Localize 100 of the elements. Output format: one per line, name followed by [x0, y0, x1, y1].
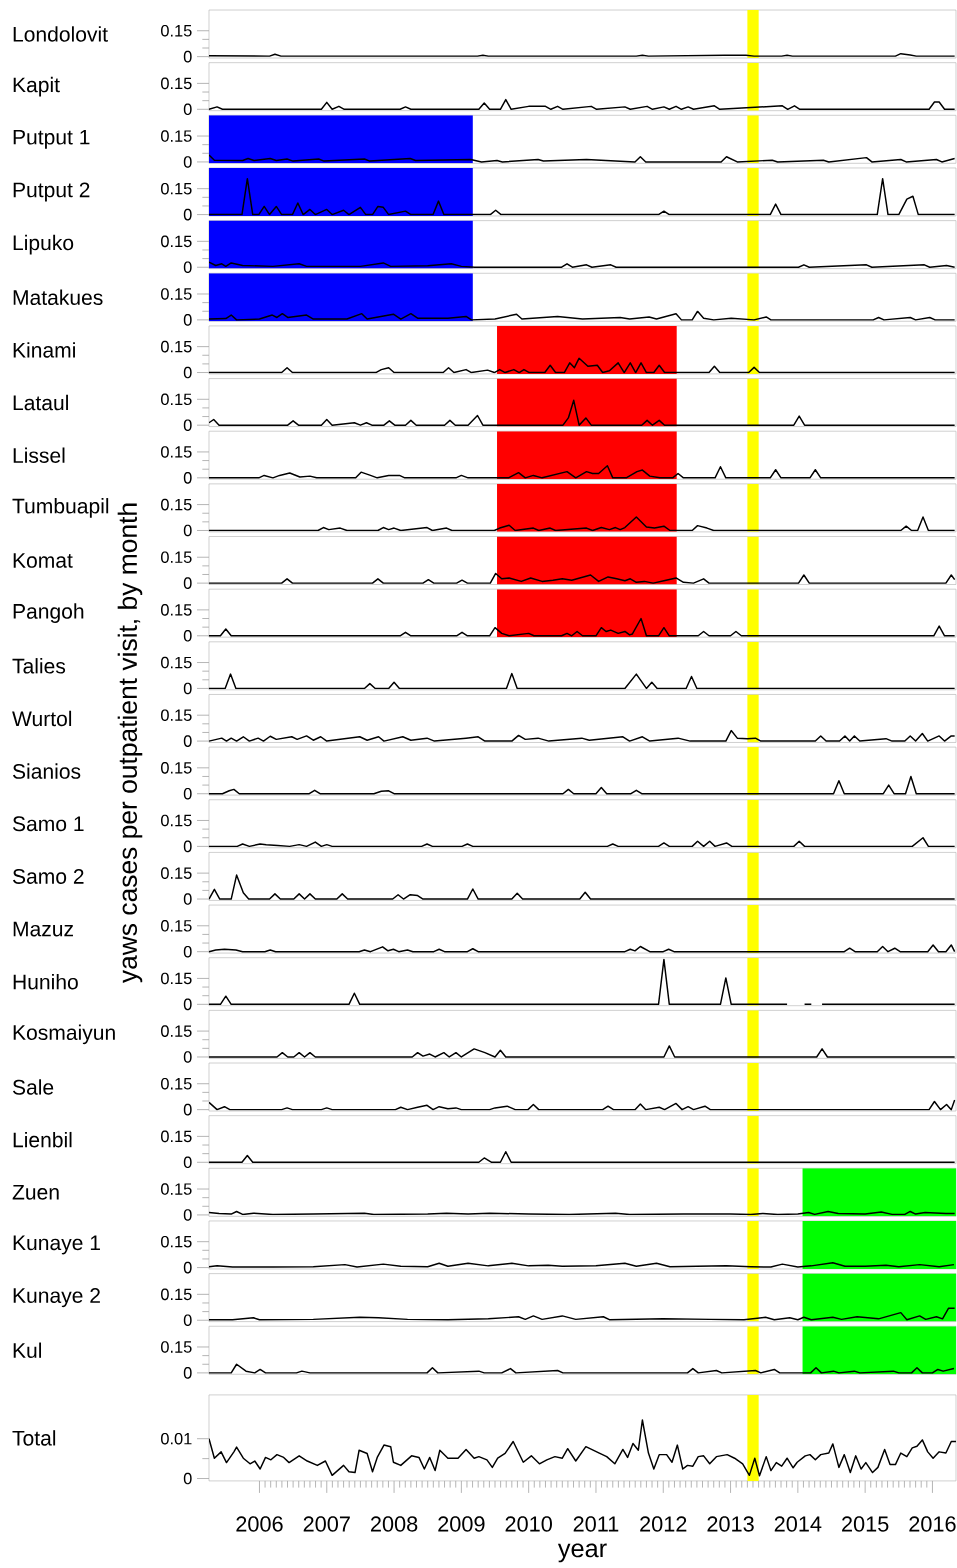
y-tick-label: 0.15: [161, 919, 192, 932]
y-tick-label: 0: [183, 1367, 192, 1379]
y-tick-label: 0.15: [161, 235, 192, 248]
x-tick-label: 2007: [303, 1516, 350, 1532]
line-series: [209, 944, 956, 953]
y-tick-label: 0.15: [161, 709, 192, 721]
y-tick-label: 0.15: [161, 24, 192, 37]
y-tick-label: 0.15: [161, 551, 192, 564]
x-tick-label: 2012: [640, 1516, 687, 1532]
text: Zuen: [12, 1184, 59, 1200]
y-tick-label: 0: [183, 1156, 192, 1169]
y-tick-label: 0.15: [161, 656, 192, 669]
line-series: [209, 516, 956, 532]
y-tick-label: 0: [183, 577, 192, 589]
x-axis-title: year: [557, 1543, 607, 1563]
text: Lissel: [13, 447, 65, 463]
text: Pangoh: [13, 603, 84, 623]
y-tick-label: 0.15: [161, 867, 192, 879]
text: Kunaye 2: [13, 1288, 100, 1308]
y-tick-label: 0: [183, 1051, 192, 1063]
text: Sale: [12, 1079, 54, 1095]
text: Huniho: [13, 973, 78, 990]
y-tick-label: 0.15: [161, 340, 192, 353]
y-tick-label: 0.15: [161, 1235, 192, 1248]
y-tick-label: 0: [183, 945, 192, 958]
line-series: [209, 399, 956, 426]
text: Talies: [12, 658, 66, 674]
y-tick-label: 0.15: [161, 498, 192, 511]
y-tick-label: 0.15: [161, 1077, 192, 1090]
x-tick-label: 2013: [707, 1516, 754, 1532]
line-series: [209, 310, 956, 321]
y-tick-label: 0: [183, 472, 192, 484]
y-tick-label: 0.15: [161, 1025, 192, 1037]
line-series: [209, 775, 956, 795]
text: Lipuko: [13, 234, 74, 255]
y-tick-label: 0.01: [161, 1432, 192, 1445]
text: Kunaye 1: [13, 1235, 100, 1255]
y-tick-label: 0.15: [161, 288, 192, 300]
y-tick-label: 0: [183, 893, 192, 905]
y-tick-label: 0.15: [161, 972, 192, 985]
x-tick-label: 2010: [505, 1516, 552, 1532]
y-tick-label: 0: [183, 998, 192, 1011]
text: Lienbil: [13, 1131, 72, 1148]
y-tick-label: 0.15: [161, 1183, 192, 1195]
y-axis-title: yaws cases per outpatient visit, by month: [117, 503, 143, 984]
y-tick-label: 0.15: [161, 1288, 192, 1301]
y-tick-label: 0: [183, 419, 192, 431]
y-tick-label: 0.15: [161, 182, 192, 195]
y-tick-label: 0: [183, 840, 192, 853]
text: Matakues: [13, 289, 103, 306]
y-tick-label: 0: [183, 208, 192, 221]
text: Samo 2: [12, 868, 84, 884]
x-tick-label: 2006: [236, 1516, 283, 1532]
y-tick-label: 0: [183, 1314, 192, 1327]
y-tick-label: 0.15: [161, 814, 192, 827]
y-tick-label: 0.15: [161, 762, 192, 774]
x-tick-label: 2009: [438, 1516, 485, 1532]
line-series: [209, 617, 956, 637]
y-tick-label: 0: [183, 156, 192, 168]
y-tick-label: 0: [183, 1472, 192, 1485]
text: Samo 1: [12, 816, 84, 832]
y-tick-label: 0.15: [161, 130, 192, 142]
line-series: [209, 1099, 956, 1111]
text: Komat: [13, 553, 73, 568]
y-tick-label: 0.15: [161, 1130, 192, 1143]
text: Putput 2: [13, 182, 90, 202]
text: Kinami: [13, 342, 75, 358]
x-tick-label: 2015: [842, 1516, 889, 1532]
text: Kosmaiyun: [13, 1024, 115, 1045]
text: Lataul: [13, 394, 68, 411]
y-tick-label: 0: [183, 50, 192, 63]
y-tick-label: 0: [183, 1209, 192, 1221]
y-tick-label: 0: [183, 366, 192, 379]
line-series: [209, 1363, 955, 1374]
line-series: [209, 98, 956, 111]
text: Kapit: [13, 76, 60, 97]
y-tick-label: 0.15: [161, 77, 192, 90]
y-tick-label: 0: [183, 103, 192, 116]
text: Sianios: [12, 763, 81, 779]
y-tick-label: 0: [183, 261, 192, 274]
line-series: [209, 1419, 956, 1477]
text: Tumbuapil: [12, 498, 109, 518]
x-tick-label: 2011: [573, 1516, 619, 1532]
y-tick-label: 0.15: [161, 1341, 192, 1353]
line-series: [209, 1045, 956, 1058]
y-tick-label: 0.15: [161, 604, 192, 616]
text: Mazuz: [13, 921, 73, 937]
line-series: [209, 672, 956, 690]
line-series: [209, 465, 956, 479]
y-tick-label: 0.15: [161, 393, 192, 406]
y-tick-label: 0: [183, 787, 192, 800]
x-tick-label: 2016: [909, 1516, 956, 1532]
y-tick-label: 0.15: [161, 446, 192, 458]
line-series: [209, 572, 956, 584]
line-series: [209, 357, 956, 374]
text: Londolovit: [13, 26, 108, 42]
line-series: [209, 154, 956, 163]
x-tick-label: 2008: [370, 1516, 418, 1532]
y-tick-label: 0: [183, 314, 192, 326]
text: Kul: [13, 1342, 42, 1358]
